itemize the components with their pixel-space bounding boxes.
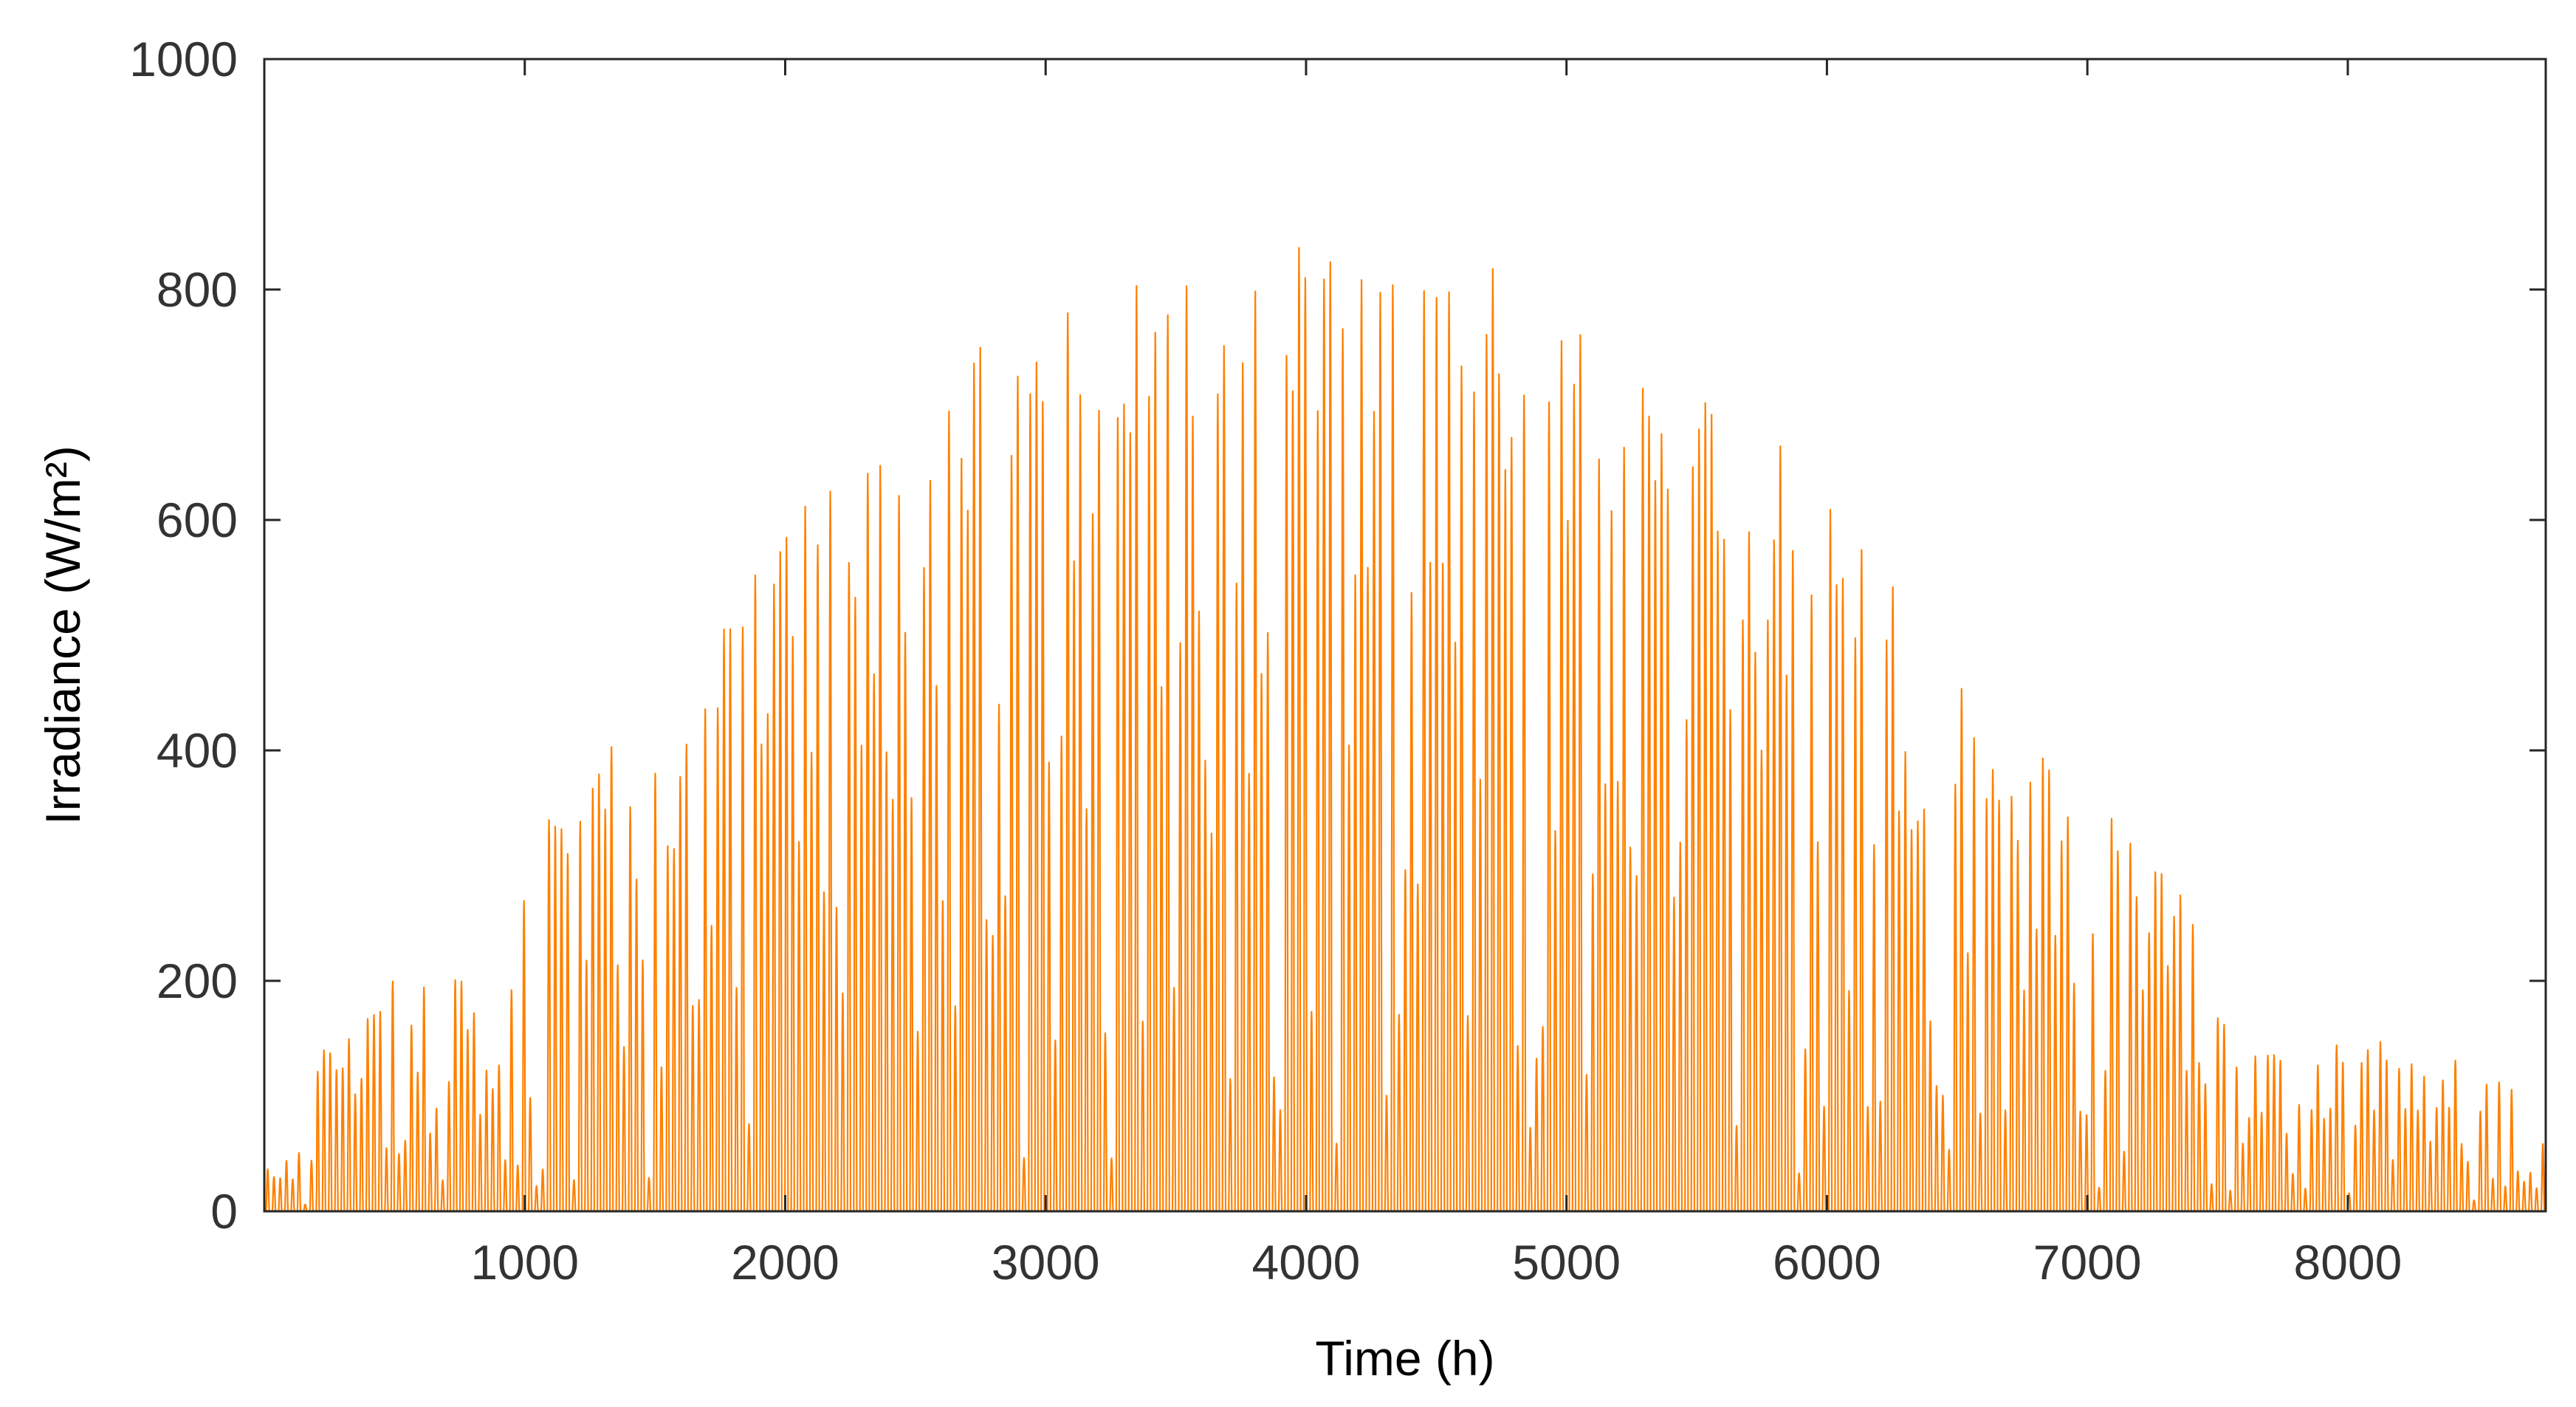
x-tick-label: 2000 (731, 1235, 839, 1290)
x-tick-label: 6000 (1773, 1235, 1881, 1290)
x-tick-label: 8000 (2294, 1235, 2402, 1290)
x-tick-label: 1000 (470, 1235, 579, 1290)
x-axis-label: Time (h) (1315, 1331, 1494, 1386)
x-tick-label: 3000 (992, 1235, 1100, 1290)
x-tick-label: 7000 (2033, 1235, 2142, 1290)
y-axis-label: Irradiance (W/m²) (35, 445, 90, 824)
y-axis-ticks: 0 200 400 600 800 1000 (129, 32, 2546, 1239)
y-tick-label: 600 (157, 493, 238, 547)
x-tick-label: 5000 (1512, 1235, 1621, 1290)
y-tick-label: 1000 (129, 32, 238, 86)
y-tick-label: 0 (210, 1184, 238, 1239)
y-tick-label: 400 (157, 723, 238, 778)
x-tick-label: 4000 (1252, 1235, 1361, 1290)
x-axis-ticks: 1000 2000 3000 4000 5000 6000 7000 8000 (470, 59, 2402, 1290)
plot-frame (263, 58, 2547, 1213)
y-tick-label: 200 (157, 954, 238, 1008)
y-tick-label: 800 (157, 262, 238, 317)
